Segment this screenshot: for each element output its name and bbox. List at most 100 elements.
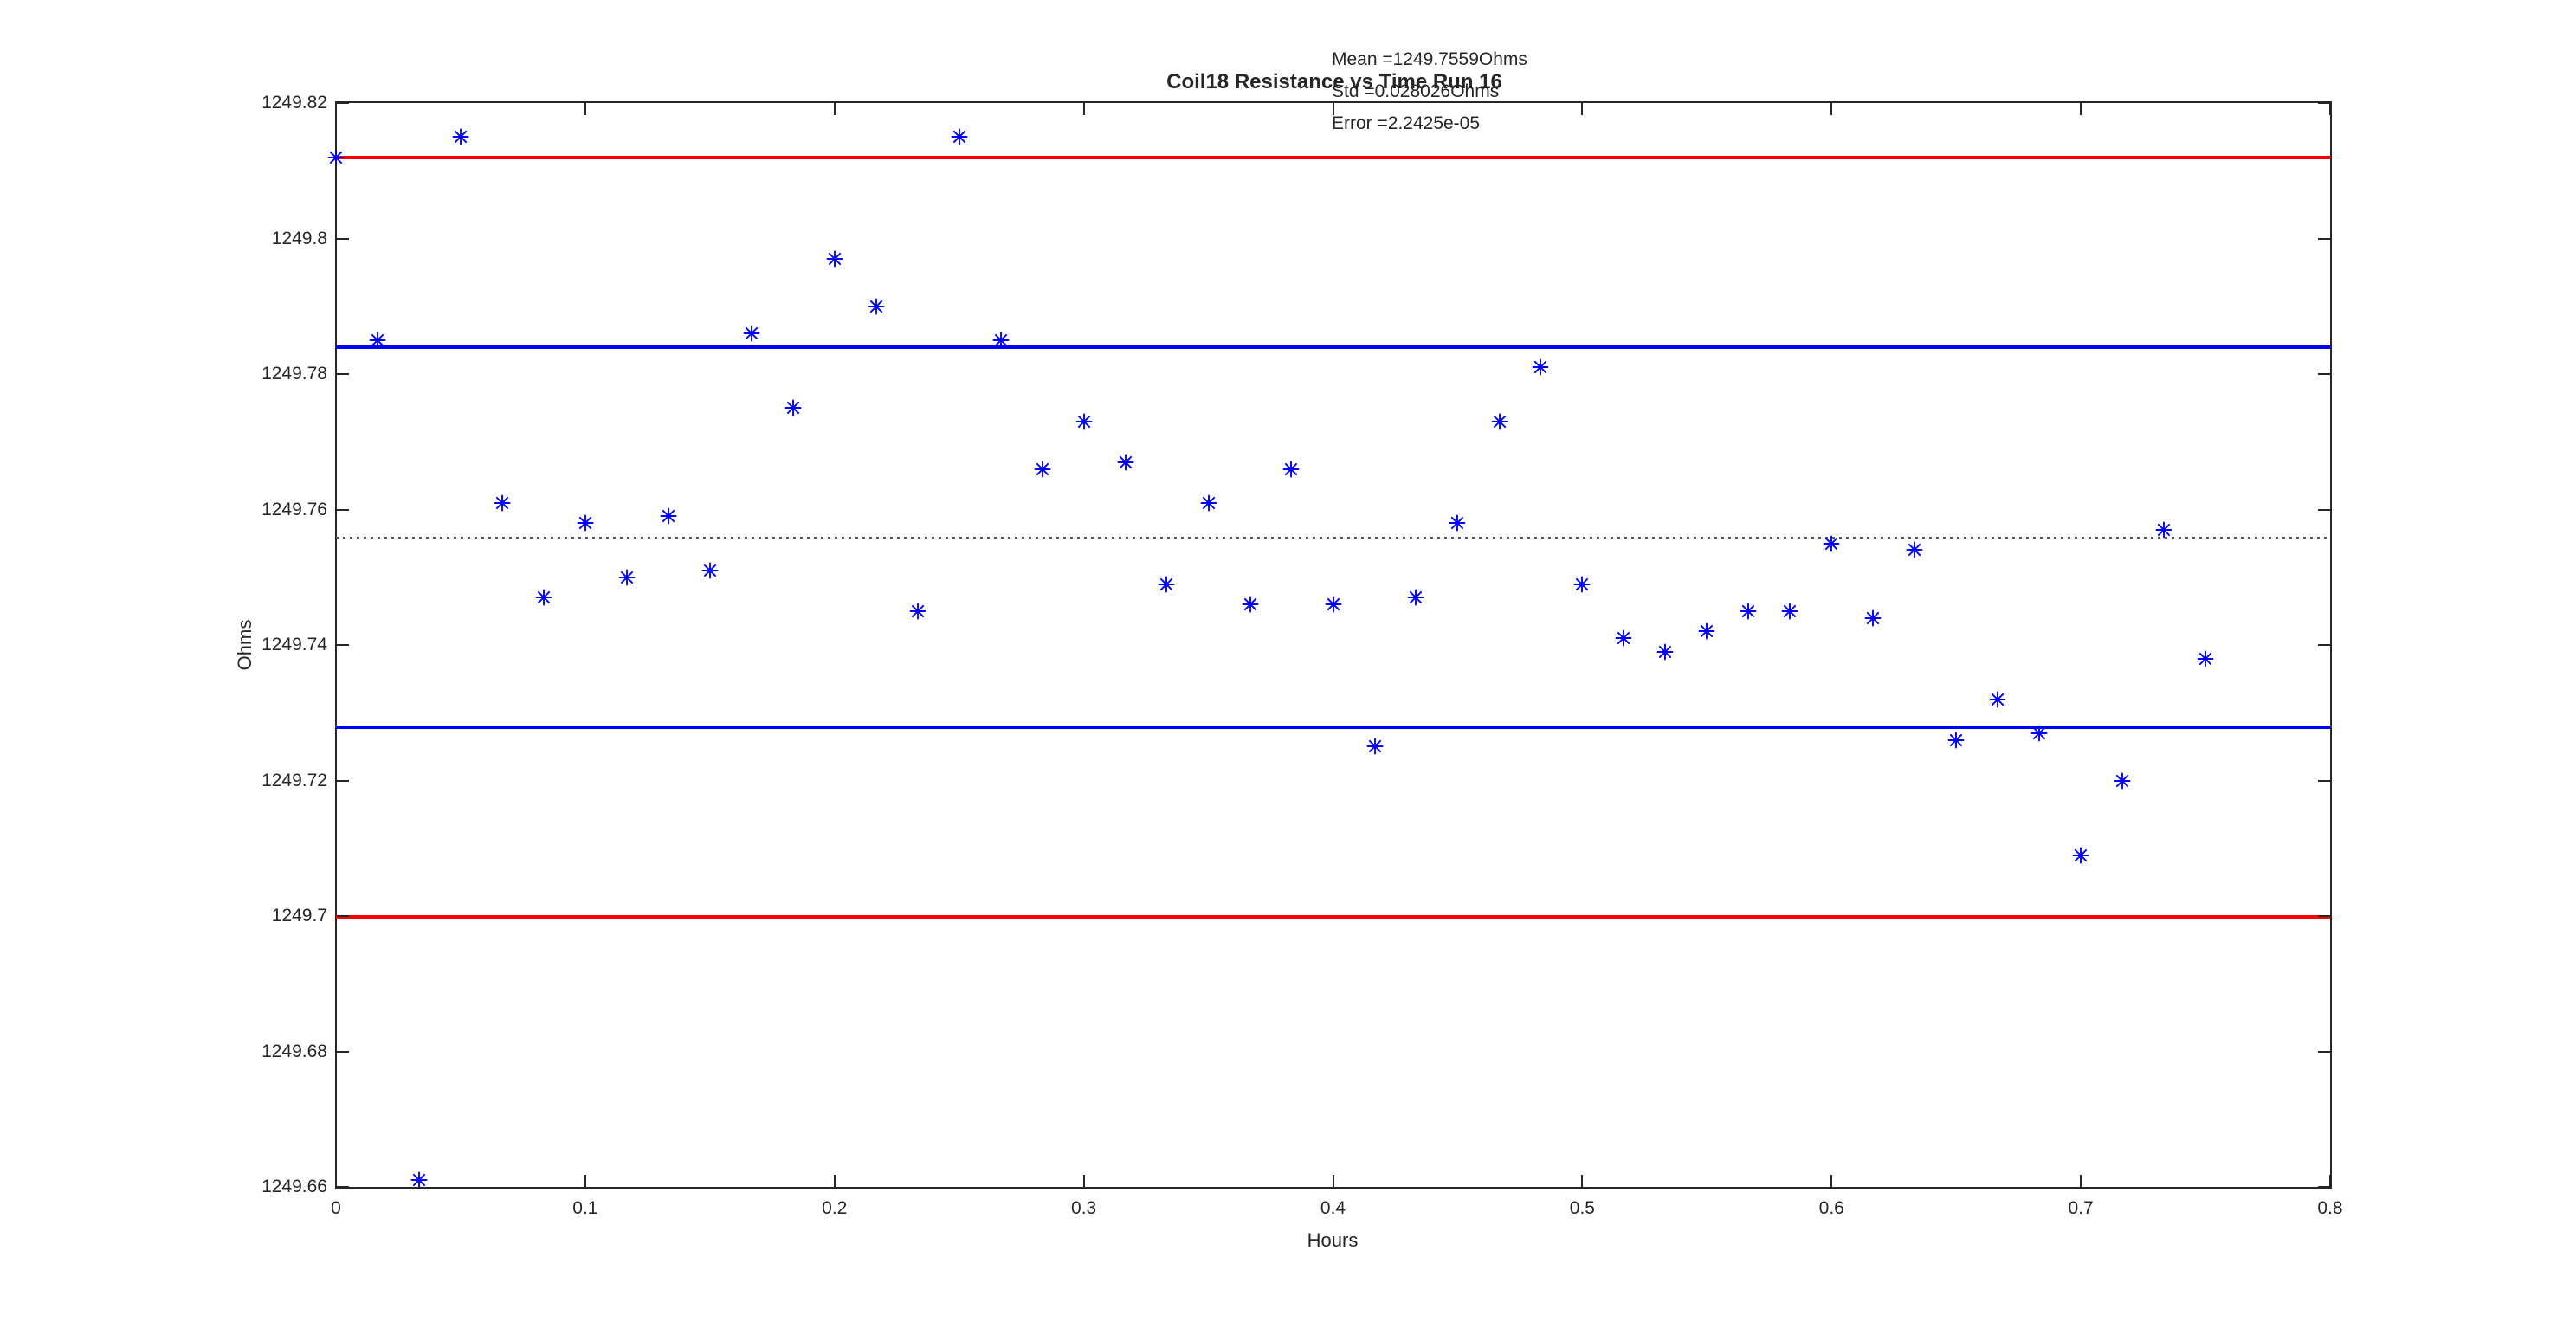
data-point-marker: [1242, 596, 1259, 613]
x-tick-mark: [2080, 103, 2082, 115]
data-point-marker: [951, 128, 968, 145]
data-point-marker: [2072, 847, 2089, 864]
data-point-marker: [1823, 535, 1840, 552]
data-point-marker: [784, 399, 802, 416]
x-tick-label: 0.3: [1071, 1198, 1097, 1218]
y-tick-mark: [337, 779, 349, 782]
data-point-marker: [743, 325, 760, 342]
data-point-marker: [826, 250, 843, 268]
data-point-marker: [1656, 643, 1674, 661]
x-tick-label: 0.1: [572, 1198, 598, 1218]
data-point-marker: [1906, 541, 1923, 558]
data-point-marker: [2030, 725, 2048, 742]
data-point-marker: [1158, 576, 1175, 593]
plot-area: [335, 101, 2332, 1189]
x-tick-mark: [1830, 103, 1833, 115]
y-tick-mark: [2318, 1050, 2330, 1053]
x-axis-label: Hours: [1307, 1229, 1359, 1251]
y-tick-mark: [2318, 237, 2330, 240]
x-tick-mark: [584, 1175, 586, 1187]
data-point-marker: [868, 298, 885, 315]
mean-annotation: Mean =1249.7559Ohms: [1332, 49, 1527, 69]
data-point-marker: [1781, 603, 1798, 620]
data-point-marker: [1449, 514, 1466, 532]
x-tick-label: 0.8: [2317, 1198, 2343, 1218]
data-point-marker: [494, 494, 511, 512]
data-point-marker: [1698, 622, 1715, 640]
x-tick-mark: [584, 103, 586, 115]
x-tick-label: 0.5: [1569, 1198, 1595, 1218]
x-tick-mark: [2329, 103, 2331, 115]
y-tick-mark: [337, 237, 349, 240]
x-tick-mark: [1082, 1175, 1085, 1187]
y-tick-mark: [2318, 508, 2330, 511]
x-tick-mark: [2329, 1175, 2331, 1187]
data-point-marker: [909, 603, 926, 620]
data-point-marker: [1407, 589, 1424, 606]
error-annotation: Error =2.2425e-05: [1332, 113, 1481, 133]
reference-line-mean-plus-1std: [336, 345, 2330, 350]
data-point-marker: [1200, 494, 1217, 512]
y-tick-mark: [337, 1186, 349, 1188]
data-point-marker: [1034, 461, 1051, 478]
chart-title: Coil18 Resistance vs Time Run 16: [1166, 70, 1502, 94]
data-point-marker: [1075, 413, 1093, 430]
data-point-marker: [327, 149, 345, 166]
y-tick-label: 1249.78: [261, 364, 327, 384]
x-tick-mark: [1830, 1175, 1833, 1187]
y-tick-mark: [337, 644, 349, 646]
x-tick-mark: [335, 103, 337, 115]
x-tick-mark: [335, 1175, 337, 1187]
data-point-marker: [1864, 609, 1882, 627]
data-point-marker: [660, 507, 677, 525]
x-tick-mark: [2080, 1175, 2082, 1187]
y-tick-label: 1249.68: [261, 1041, 327, 1061]
x-tick-mark: [833, 1175, 836, 1187]
x-tick-label: 0: [331, 1198, 341, 1218]
x-tick-mark: [1332, 1175, 1334, 1187]
data-point-marker: [1282, 461, 1300, 478]
y-tick-label: 1249.7: [271, 906, 327, 925]
y-tick-label: 1249.76: [261, 499, 327, 519]
data-point-marker: [369, 332, 386, 349]
reference-line-mean: [336, 536, 2330, 539]
x-tick-mark: [1332, 103, 1334, 115]
y-tick-mark: [337, 915, 349, 917]
y-tick-mark: [337, 508, 349, 511]
std-annotation: Std =0.028026Ohms: [1332, 81, 1500, 101]
y-tick-label: 1249.74: [261, 635, 327, 655]
y-tick-mark: [337, 373, 349, 375]
data-point-marker: [701, 562, 719, 579]
data-point-marker: [452, 128, 469, 145]
y-tick-label: 1249.8: [271, 228, 327, 248]
data-point-marker: [1573, 576, 1591, 593]
data-point-marker: [535, 589, 552, 606]
data-point-marker: [1532, 358, 1549, 376]
x-tick-label: 0.2: [822, 1198, 848, 1218]
data-point-marker: [1947, 732, 1965, 749]
data-point-marker: [1989, 691, 2006, 708]
data-point-marker: [410, 1171, 428, 1189]
x-tick-mark: [1581, 1175, 1584, 1187]
y-tick-mark: [337, 102, 349, 104]
data-point-marker: [1740, 603, 1757, 620]
x-tick-label: 0.6: [1818, 1198, 1844, 1218]
data-point-marker: [2155, 521, 2172, 539]
data-point-marker: [992, 332, 1010, 349]
y-tick-mark: [2318, 779, 2330, 782]
reference-line-mean-minus-1std: [336, 725, 2330, 729]
x-tick-mark: [1082, 103, 1085, 115]
y-tick-mark: [337, 1050, 349, 1053]
reference-line-mean-plus-2std: [336, 156, 2330, 160]
y-tick-label: 1249.82: [261, 93, 327, 113]
data-point-marker: [1325, 596, 1342, 613]
data-point-marker: [1491, 413, 1508, 430]
data-point-marker: [2197, 650, 2214, 668]
data-point-marker: [1117, 454, 1134, 471]
data-point-marker: [1615, 629, 1632, 647]
y-tick-mark: [2318, 373, 2330, 375]
y-tick-mark: [2318, 102, 2330, 104]
x-tick-label: 0.7: [2068, 1198, 2094, 1218]
x-tick-mark: [1581, 103, 1584, 115]
y-tick-label: 1249.72: [261, 770, 327, 790]
